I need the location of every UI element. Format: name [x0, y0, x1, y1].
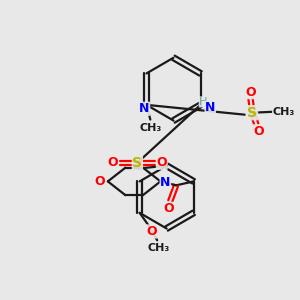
- Text: H: H: [199, 97, 208, 107]
- Text: CH₃: CH₃: [148, 243, 170, 253]
- Text: O: O: [163, 202, 174, 215]
- Text: N: N: [205, 101, 215, 114]
- Text: O: O: [108, 156, 118, 169]
- Text: S: S: [248, 106, 257, 120]
- Text: N: N: [139, 102, 150, 115]
- Text: O: O: [95, 175, 105, 188]
- Text: O: O: [146, 225, 157, 238]
- Text: S: S: [132, 156, 142, 170]
- Text: O: O: [157, 156, 167, 169]
- Text: O: O: [245, 85, 256, 99]
- Text: O: O: [253, 125, 264, 138]
- Text: CH₃: CH₃: [273, 107, 295, 117]
- Text: N: N: [160, 176, 171, 189]
- Text: CH₃: CH₃: [139, 123, 161, 134]
